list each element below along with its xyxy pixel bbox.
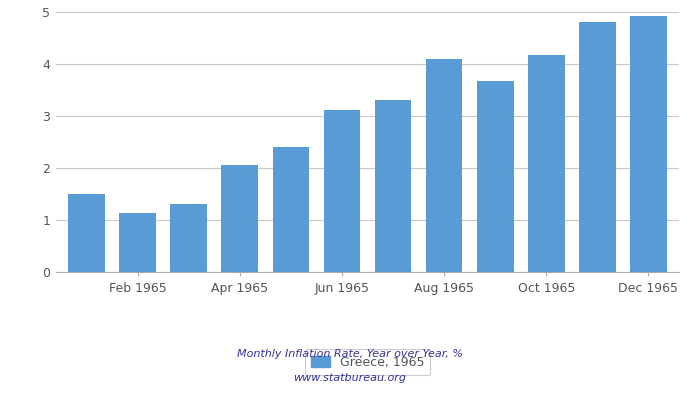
Text: Monthly Inflation Rate, Year over Year, %: Monthly Inflation Rate, Year over Year, …	[237, 349, 463, 359]
Bar	[272, 147, 309, 272]
Bar	[426, 59, 463, 272]
Bar	[170, 204, 207, 272]
Bar	[323, 110, 360, 272]
Bar	[477, 81, 514, 272]
Legend: Greece, 1965: Greece, 1965	[304, 350, 430, 375]
Text: www.statbureau.org: www.statbureau.org	[293, 373, 407, 383]
Bar	[119, 213, 156, 272]
Bar	[528, 55, 565, 272]
Bar	[630, 16, 666, 272]
Bar	[221, 166, 258, 272]
Bar	[374, 100, 412, 272]
Bar	[69, 194, 105, 272]
Bar	[579, 22, 616, 272]
